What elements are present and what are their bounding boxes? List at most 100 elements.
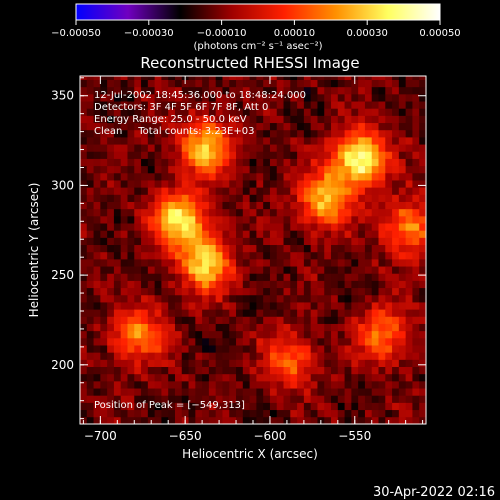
- heatmap-cell: [344, 136, 352, 145]
- heatmap-cell: [215, 280, 223, 289]
- heatmap-cell: [297, 402, 305, 411]
- heatmap-cell: [134, 294, 142, 303]
- heatmap-cell: [229, 244, 237, 253]
- heatmap-cell: [303, 416, 312, 424]
- heatmap-cell: [331, 309, 339, 317]
- heatmap-cell: [358, 122, 366, 131]
- heatmap-cell: [276, 122, 284, 131]
- heatmap-cell: [113, 323, 122, 332]
- heatmap-cell: [317, 395, 325, 403]
- heatmap-cell: [127, 129, 135, 138]
- heatmap-cell: [215, 144, 223, 152]
- heatmap-cell: [297, 76, 305, 80]
- heatmap-cell: [208, 287, 217, 296]
- heatmap-cell: [80, 237, 88, 246]
- heatmap-cell: [229, 151, 237, 159]
- heatmap-cell: [242, 165, 250, 174]
- heatmap-cell: [344, 388, 352, 396]
- heatmap-cell: [174, 266, 183, 274]
- heatmap-cell: [120, 115, 128, 124]
- heatmap-cell: [222, 359, 230, 367]
- heatmap-cell: [195, 172, 203, 181]
- heatmap-cell: [351, 187, 359, 195]
- heatmap-cell: [344, 158, 352, 167]
- heatmap-cell: [385, 266, 393, 274]
- heatmap-cell: [358, 172, 366, 181]
- heatmap-cell: [392, 79, 400, 88]
- heatmap-cell: [188, 144, 196, 152]
- annotation-detectors: Detectors: 3F 4F 5F 6F 7F 8F, Att 0: [94, 102, 268, 113]
- heatmap-cell: [141, 316, 149, 324]
- heatmap-cell: [141, 251, 149, 260]
- heatmap-cell: [269, 151, 278, 159]
- heatmap-cell: [242, 366, 250, 375]
- heatmap-cell: [310, 280, 318, 289]
- heatmap-cell: [398, 345, 407, 353]
- heatmap-cell: [419, 108, 426, 116]
- heatmap-cell: [249, 108, 257, 116]
- heatmap-cell: [256, 194, 264, 202]
- heatmap-cell: [147, 373, 156, 382]
- heatmap-cell: [100, 129, 108, 138]
- heatmap-cell: [120, 108, 128, 116]
- heatmap-cell: [303, 251, 312, 260]
- heatmap-cell: [100, 409, 108, 418]
- heatmap-cell: [364, 151, 373, 159]
- heatmap-cell: [80, 258, 88, 267]
- heatmap-cell: [161, 273, 169, 281]
- heatmap-cell: [174, 144, 183, 152]
- heatmap-cell: [297, 136, 305, 145]
- heatmap-cell: [188, 258, 196, 267]
- heatmap-cell: [229, 172, 237, 181]
- heatmap-cell: [371, 373, 379, 382]
- heatmap-cell: [256, 280, 264, 289]
- heatmap-cell: [202, 345, 210, 353]
- x-axis-label: Heliocentric X (arcsec): [182, 447, 318, 461]
- heatmap-cell: [283, 337, 291, 346]
- heatmap-cell: [317, 76, 325, 80]
- heatmap-cell: [113, 366, 122, 375]
- heatmap-cell: [147, 151, 156, 159]
- heatmap-cell: [168, 158, 176, 167]
- heatmap-cell: [371, 337, 379, 346]
- heatmap-cell: [256, 395, 264, 403]
- heatmap-cell: [208, 144, 217, 152]
- heatmap-cell: [154, 302, 162, 310]
- heatmap-cell: [127, 108, 135, 116]
- heatmap-cell: [263, 345, 271, 353]
- heatmap-cell: [317, 309, 325, 317]
- heatmap-cell: [283, 151, 291, 159]
- heatmap-cell: [229, 316, 237, 324]
- heatmap-cell: [134, 115, 142, 124]
- heatmap-cell: [290, 337, 298, 346]
- heatmap-cell: [100, 258, 108, 267]
- heatmap-cell: [269, 129, 278, 138]
- heatmap-cell: [256, 237, 264, 246]
- heatmap-cell: [392, 129, 400, 138]
- heatmap-cell: [256, 151, 264, 159]
- heatmap-cell: [242, 258, 250, 267]
- heatmap-cell: [181, 287, 189, 296]
- heatmap-cell: [276, 294, 284, 303]
- heatmap-cell: [208, 122, 217, 131]
- heatmap-cell: [310, 409, 318, 418]
- heatmap-cell: [86, 215, 94, 224]
- heatmap-cell: [168, 395, 176, 403]
- heatmap-cell: [236, 380, 244, 389]
- heatmap-cell: [168, 93, 176, 102]
- heatmap-cell: [188, 129, 196, 138]
- heatmap-cell: [392, 208, 400, 217]
- heatmap-cell: [344, 201, 352, 210]
- heatmap-cell: [242, 144, 250, 152]
- heatmap-cell: [412, 330, 420, 339]
- heatmap-cell: [344, 79, 352, 88]
- heatmap-cell: [222, 136, 230, 145]
- heatmap-cell: [229, 165, 237, 174]
- heatmap-cell: [398, 380, 407, 389]
- heatmap-cell: [168, 416, 176, 424]
- heatmap-cell: [100, 309, 108, 317]
- heatmap-cell: [174, 373, 183, 382]
- heatmap-cell: [371, 180, 379, 188]
- heatmap-cell: [202, 86, 210, 95]
- heatmap-cell: [283, 201, 291, 210]
